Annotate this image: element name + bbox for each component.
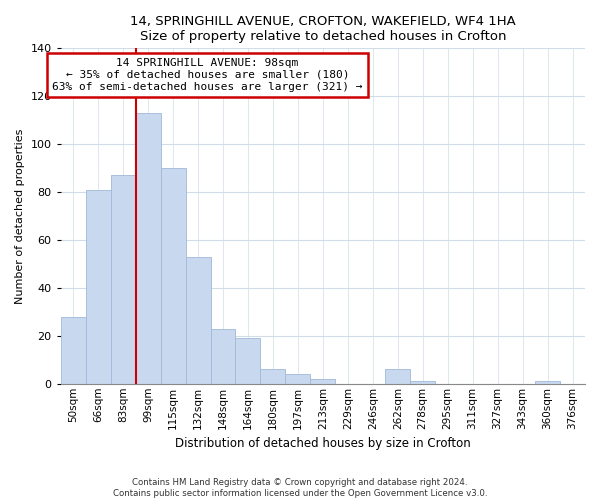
Title: 14, SPRINGHILL AVENUE, CROFTON, WAKEFIELD, WF4 1HA
Size of property relative to : 14, SPRINGHILL AVENUE, CROFTON, WAKEFIEL… — [130, 15, 516, 43]
Bar — [86, 190, 110, 384]
Text: 14 SPRINGHILL AVENUE: 98sqm
← 35% of detached houses are smaller (180)
63% of se: 14 SPRINGHILL AVENUE: 98sqm ← 35% of det… — [52, 58, 363, 92]
Bar — [185, 257, 211, 384]
Bar — [211, 328, 235, 384]
Y-axis label: Number of detached properties: Number of detached properties — [15, 128, 25, 304]
Bar — [310, 379, 335, 384]
Bar — [385, 370, 410, 384]
Bar — [136, 113, 161, 384]
Bar — [235, 338, 260, 384]
X-axis label: Distribution of detached houses by size in Crofton: Distribution of detached houses by size … — [175, 437, 471, 450]
Bar — [161, 168, 185, 384]
Bar — [410, 382, 435, 384]
Bar — [110, 176, 136, 384]
Text: Contains HM Land Registry data © Crown copyright and database right 2024.
Contai: Contains HM Land Registry data © Crown c… — [113, 478, 487, 498]
Bar — [61, 316, 86, 384]
Bar — [286, 374, 310, 384]
Bar — [260, 370, 286, 384]
Bar — [535, 382, 560, 384]
